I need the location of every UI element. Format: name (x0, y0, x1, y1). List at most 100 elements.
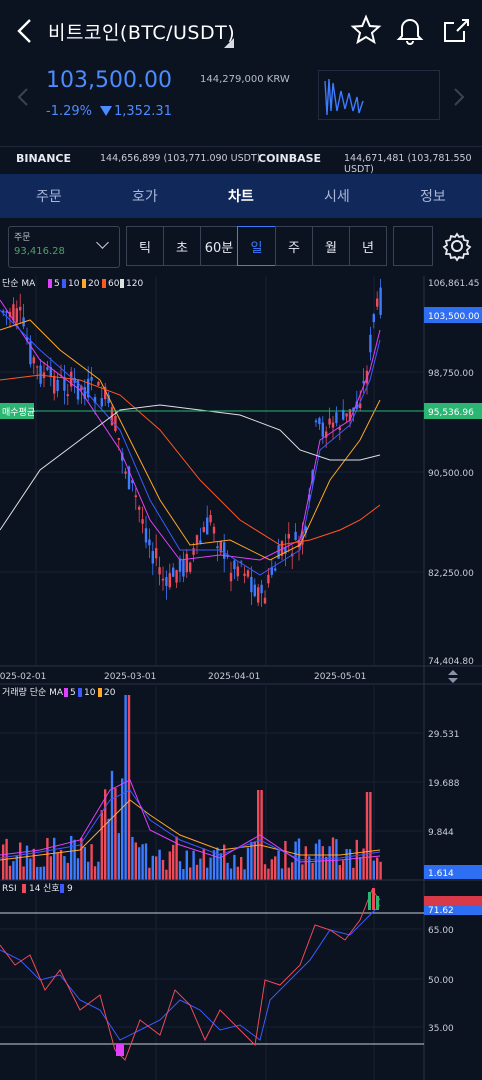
volume-bar (291, 862, 294, 880)
candle-body (318, 418, 321, 425)
candle-body (355, 401, 358, 410)
rsi-bar (368, 892, 371, 910)
candle-body (90, 376, 93, 381)
volume-bar (223, 844, 226, 880)
volume-bar (53, 837, 56, 880)
candle-body (284, 547, 287, 554)
candle-body (229, 572, 233, 582)
interval-week[interactable]: 주 (275, 226, 313, 266)
fullscreen-toggle[interactable] (393, 226, 433, 266)
volume-bar (36, 866, 39, 880)
price-y-label: 82,250.00 (428, 569, 474, 579)
candle-body (165, 577, 168, 586)
volume-bar (321, 846, 324, 880)
candle-body (121, 452, 124, 461)
volume-bar (246, 847, 250, 880)
interval-year[interactable]: 년 (349, 226, 387, 266)
interval-day[interactable]: 일 (237, 226, 276, 266)
expand-up-icon[interactable] (448, 670, 458, 675)
volume-bar (32, 848, 35, 880)
change-value: 1,352.31 (114, 104, 172, 119)
candle-body (331, 422, 335, 428)
rsi-y-label: 50.00 (428, 976, 454, 986)
candle-body (246, 570, 250, 577)
volume-bar (240, 856, 243, 880)
rsi-lines (0, 888, 381, 1061)
rsi-y-label: 65.00 (428, 926, 454, 936)
charts-area[interactable]: 매수평균 95,536.96 103,500.00 106,861.45 98,… (0, 274, 482, 1080)
candle-body (107, 394, 110, 404)
krw-price: 144,279,000 KRW (200, 74, 290, 85)
volume-bar (274, 856, 277, 880)
order-select-value: 93,416.28 (14, 246, 65, 257)
volume-bar (22, 866, 25, 880)
ma-swatch (64, 688, 68, 697)
star-icon[interactable] (350, 14, 382, 46)
volume-grid (0, 686, 424, 880)
candle-body (362, 380, 365, 384)
exchange-value: 144,671,481 (103,781.550 USDT) (344, 153, 472, 175)
bell-icon[interactable] (394, 14, 426, 46)
volume-bar (257, 790, 260, 880)
candle-body (233, 560, 236, 570)
candle-body (304, 526, 307, 534)
page-title[interactable]: 비트코인(BTC/USDT) (48, 22, 236, 44)
candle-body (2, 310, 5, 313)
volume-bar (318, 839, 321, 880)
gear-icon[interactable] (440, 228, 474, 264)
volume-bar (185, 850, 188, 880)
candle-body (328, 418, 331, 425)
volume-bar (216, 847, 219, 880)
candle-body (348, 409, 352, 421)
candle-body (379, 287, 382, 315)
prev-arrow-icon[interactable] (16, 86, 30, 108)
tab-market[interactable]: 시세 (324, 189, 350, 205)
interval-second[interactable]: 초 (163, 226, 201, 266)
price-candles (2, 278, 382, 607)
candle-body (314, 420, 318, 423)
share-icon[interactable] (440, 14, 472, 46)
volume-bar (83, 847, 86, 880)
expand-down-icon[interactable] (448, 678, 458, 683)
tab-orderbook[interactable]: 호가 (132, 189, 158, 205)
volume-bar (124, 695, 127, 880)
volume-bar (304, 846, 307, 880)
ma-period: 120 (126, 279, 143, 289)
exchange-name: BINANCE (16, 152, 71, 165)
rsi-bar (116, 1044, 124, 1056)
candle-body (202, 527, 205, 533)
dropdown-triangle-icon[interactable] (224, 38, 234, 48)
volume-bar (25, 845, 29, 880)
tab-info[interactable]: 정보 (420, 189, 446, 205)
rsi-current-tag (424, 905, 482, 915)
volume-bar (42, 866, 46, 880)
volume-bar (301, 864, 304, 880)
chevron-left-icon[interactable] (12, 14, 38, 48)
volume-legend-prefix: 거래량 단순 MA (2, 686, 64, 698)
candle-body (294, 531, 297, 540)
price-legend-prefix: 단순 MA (2, 278, 36, 289)
volume-bar (144, 843, 148, 880)
volume-bar (199, 858, 202, 880)
interval-60min[interactable]: 60분 (200, 226, 238, 266)
next-arrow-icon[interactable] (452, 86, 466, 108)
interval-month[interactable]: 월 (312, 226, 350, 266)
interval-tick[interactable]: 틱 (126, 226, 164, 266)
candle-body (250, 576, 253, 593)
tab-order[interactable]: 주문 (36, 189, 62, 205)
volume-current-tag (424, 865, 482, 879)
price-chart-plot[interactable] (0, 276, 424, 666)
candle-body (243, 573, 246, 576)
sparkline (318, 70, 440, 120)
candle-body (223, 542, 226, 559)
volume-bar (359, 856, 362, 880)
candle-body (257, 587, 260, 603)
volume-bar (206, 867, 209, 880)
volume-bar (229, 868, 233, 880)
candle-body (308, 494, 311, 501)
candle-body (178, 558, 182, 572)
order-select[interactable] (8, 226, 120, 268)
tab-chart[interactable]: 차트 (228, 189, 254, 205)
volume-bar (287, 867, 290, 880)
price-y-label: 90,500.00 (428, 469, 474, 479)
